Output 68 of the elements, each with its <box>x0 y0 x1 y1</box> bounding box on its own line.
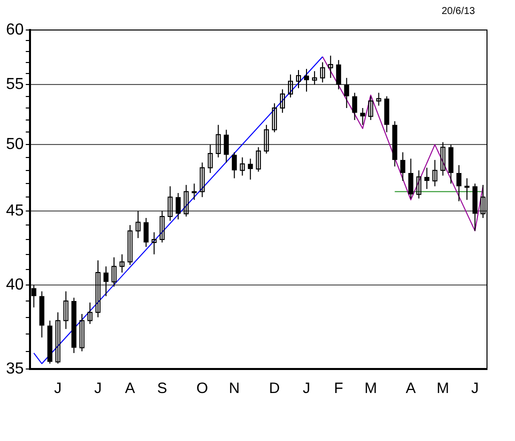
x-tick-label: S <box>157 380 168 398</box>
x-tick-label: J <box>471 380 479 398</box>
y-tick-label: 50 <box>6 136 24 154</box>
text: 20/6/13 <box>442 6 475 17</box>
candlestick <box>160 210 165 243</box>
x-tick-label: D <box>269 380 280 398</box>
candlestick <box>432 159 438 187</box>
candlestick <box>344 77 350 109</box>
candlestick <box>176 192 181 220</box>
candlestick <box>464 178 470 200</box>
candlestick <box>312 70 318 86</box>
y-tick-label: 45 <box>6 202 24 220</box>
y-tick-label: 55 <box>6 76 24 94</box>
x-tick-label: F <box>334 380 344 398</box>
candlestick <box>168 186 173 222</box>
candlestick <box>296 70 302 89</box>
candlestick <box>408 158 414 199</box>
candlestick <box>360 108 366 126</box>
candlestick <box>440 142 446 176</box>
candlestick <box>63 290 68 330</box>
candlestick <box>288 74 293 98</box>
candlestick <box>144 217 149 248</box>
candlestick <box>87 302 92 324</box>
x-tick-label: N <box>228 380 240 398</box>
candlestick <box>104 266 108 297</box>
candlestick <box>368 96 374 121</box>
candlestick <box>376 92 382 106</box>
candlestick <box>120 254 125 274</box>
candlestick <box>424 167 430 190</box>
candlestick <box>336 60 342 90</box>
candlestick <box>304 68 310 92</box>
candlestick <box>224 129 229 164</box>
y-tick-label: 35 <box>6 360 24 378</box>
x-tick-label: O <box>196 380 208 398</box>
x-tick-label: M <box>436 380 450 398</box>
candlestick <box>416 170 422 199</box>
candlestick <box>216 124 221 158</box>
candlestick <box>79 313 84 352</box>
candlestick <box>240 156 245 176</box>
x-tick-label: J <box>94 380 102 398</box>
candlestick <box>248 158 253 180</box>
x-tick-label: A <box>406 380 416 398</box>
candlestick <box>192 183 197 200</box>
candlestick <box>256 146 261 172</box>
x-tick-label: J <box>302 380 310 398</box>
candlestick <box>456 164 462 202</box>
candlestick <box>136 210 141 239</box>
x-tick-label: J <box>54 380 62 398</box>
candlestick <box>352 92 358 121</box>
candlestick <box>128 224 133 266</box>
y-tick-label: 60 <box>6 21 24 38</box>
candlestick <box>272 102 277 133</box>
x-tick-label: M <box>364 380 377 398</box>
candlestick <box>55 312 60 364</box>
candlestick <box>232 152 237 179</box>
x-tick-label: A <box>125 380 136 398</box>
candlestick <box>184 184 189 218</box>
candlestick <box>95 260 100 318</box>
candlestick <box>112 256 117 288</box>
candlestick <box>328 55 334 78</box>
candlestick <box>208 144 213 174</box>
candlestick <box>152 232 157 255</box>
candlestick <box>200 162 205 198</box>
candlestick <box>320 62 326 83</box>
y-tick-label: 40 <box>6 276 24 294</box>
candlestick <box>264 124 269 154</box>
candlestick <box>400 152 406 182</box>
candlestick <box>280 88 285 114</box>
